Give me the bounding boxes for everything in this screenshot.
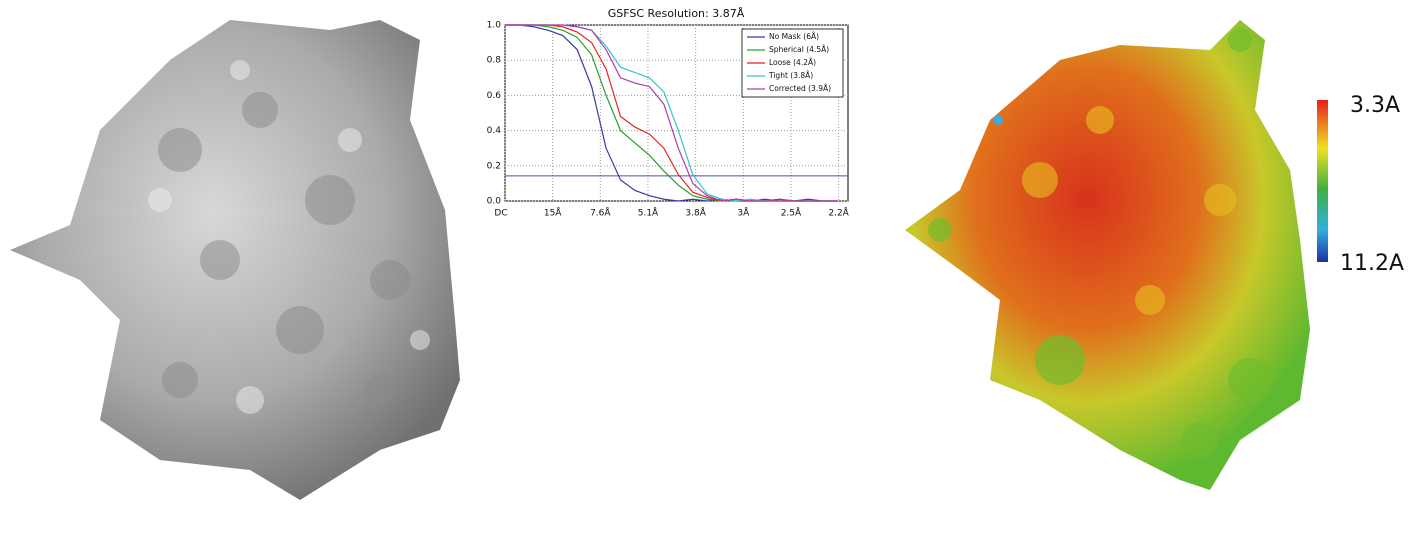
x-tick-label: DC xyxy=(494,209,507,219)
legend-label: Tight (3.8Å) xyxy=(768,71,813,80)
x-tick-label: 3Å xyxy=(737,207,750,219)
y-tick-label: 0.4 xyxy=(487,126,502,136)
colorbar-bottom-label: 11.2A xyxy=(1340,251,1404,276)
legend-label: Corrected (3.9Å) xyxy=(769,84,831,93)
legend-label: Loose (4.2Å) xyxy=(769,58,816,67)
x-tick-label: 5.1Å xyxy=(638,207,659,219)
y-tick-label: 0.0 xyxy=(487,197,502,207)
y-tick-label: 0.8 xyxy=(487,56,502,66)
x-tick-label: 7.6Å xyxy=(590,207,611,219)
fsc-curve xyxy=(505,24,838,202)
y-tick-label: 0.6 xyxy=(487,91,502,101)
y-tick-label: 0.2 xyxy=(487,161,501,171)
chart-title: GSFSC Resolution: 3.87Å xyxy=(608,7,745,20)
fsc-curve xyxy=(505,24,838,202)
heat-map xyxy=(905,20,1310,490)
x-tick-label: 2.2Å xyxy=(828,207,849,219)
grey-map xyxy=(10,20,460,500)
x-tick-label: 15Å xyxy=(544,207,562,219)
colorbar xyxy=(1317,100,1328,262)
colorbar-top-label: 3.3A xyxy=(1350,93,1400,118)
x-tick-label: 2.5Å xyxy=(781,207,802,219)
legend-label: Spherical (4.5Å) xyxy=(769,45,829,54)
y-tick-label: 1.0 xyxy=(487,21,502,31)
x-tick-label: 3.8Å xyxy=(685,207,706,219)
legend-label: No Mask (6Å) xyxy=(769,32,819,41)
